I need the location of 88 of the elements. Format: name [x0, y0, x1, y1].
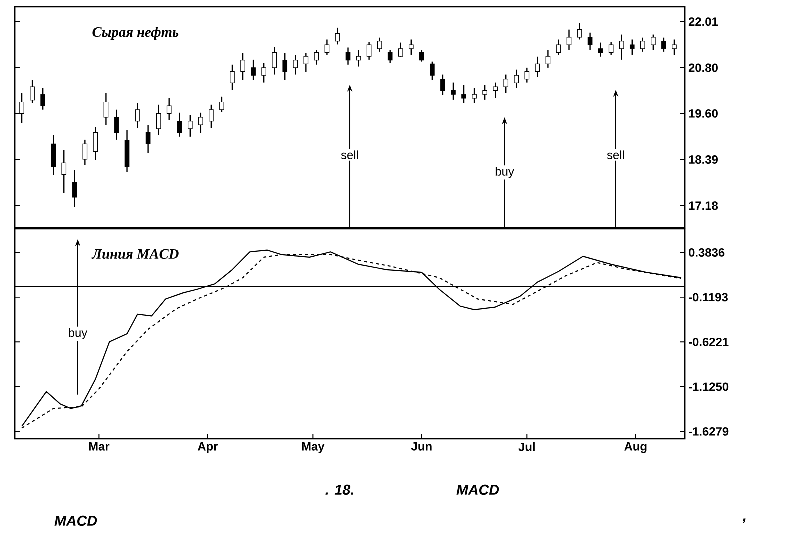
candlestick [156, 104, 162, 136]
candlestick [430, 61, 435, 81]
x-tick-label: Aug [624, 442, 647, 454]
candlestick [451, 82, 456, 101]
text: Сырая нефть [92, 27, 179, 40]
annotation: sell [341, 150, 358, 160]
x-tick-label: Apr [198, 442, 218, 454]
candlestick [104, 92, 109, 126]
candlestick [51, 134, 56, 176]
candlestick [388, 49, 393, 64]
y-tick-label: 0.3836 [688, 248, 725, 257]
candlestick [114, 109, 120, 141]
candlestick [93, 126, 98, 161]
y-tick-label: -0.6221 [688, 338, 729, 346]
annotation: buy [69, 328, 88, 340]
x-tick-label: Jul [518, 442, 535, 452]
candlestick [366, 41, 372, 61]
text: . 18. [326, 484, 354, 496]
candlestick [188, 114, 193, 138]
candlestick [566, 29, 572, 51]
candlestick [504, 74, 509, 94]
x-tick-label: Jun [411, 442, 432, 451]
candlestick [598, 42, 604, 58]
candlestick [408, 39, 414, 56]
candlestick [293, 54, 298, 76]
candlestick [324, 39, 330, 56]
candlestick [588, 32, 593, 51]
candlestick [472, 88, 477, 104]
y-tick-label: -1.1250 [688, 382, 729, 392]
candlestick [346, 47, 351, 66]
text: MACD [456, 484, 500, 496]
candlestick [20, 92, 24, 124]
candlestick [535, 56, 540, 78]
candlestick [40, 88, 46, 110]
y-tick-label: 19.60 [689, 109, 718, 118]
y-tick-label: 20.80 [688, 64, 718, 72]
candlestick [377, 37, 382, 53]
candlestick [220, 96, 224, 113]
candlestick [556, 39, 562, 56]
candlestick [356, 49, 362, 68]
text: MACD [54, 516, 98, 526]
candlestick [608, 41, 614, 56]
candlestick [251, 59, 256, 81]
x-tick-label: Mar [89, 442, 110, 451]
candlestick [198, 112, 204, 134]
candlestick [630, 39, 635, 56]
candlestick [262, 62, 266, 84]
y-tick-label: 17.18 [689, 202, 718, 210]
candlestick [82, 139, 88, 166]
candlestick [640, 37, 646, 53]
candlestick [398, 42, 404, 58]
candlestick [651, 34, 656, 51]
candlestick [62, 150, 67, 194]
candlestick [524, 67, 530, 84]
y-tick-label: -0.1193 [688, 293, 728, 302]
candlestick [440, 74, 446, 96]
candlestick [304, 52, 309, 73]
y-tick-label: 22.01 [688, 18, 718, 26]
candlestick [177, 112, 182, 138]
candlestick [546, 49, 551, 69]
candlestick [420, 49, 424, 62]
candlestick [514, 69, 520, 89]
x-tick-label: May [302, 442, 325, 454]
candlestick [314, 49, 320, 66]
text: Линия MACD [92, 249, 179, 260]
candlestick [240, 52, 246, 81]
candlestick [493, 82, 498, 99]
y-tick-label: -1.6279 [688, 427, 729, 436]
candlestick [272, 46, 277, 76]
candlestick [209, 104, 214, 129]
candlestick [230, 64, 235, 91]
candlestick [30, 80, 35, 104]
candlestick [662, 37, 666, 53]
candlestick [577, 22, 582, 40]
candlestick [672, 39, 677, 56]
annotation: buy [496, 167, 514, 178]
candlestick [462, 84, 466, 104]
candlestick [166, 97, 172, 121]
candlestick [72, 169, 78, 208]
text: , [742, 518, 746, 524]
y-tick-label: 18.39 [689, 156, 718, 164]
candlestick [619, 34, 624, 61]
candlestick [282, 52, 288, 81]
candlestick [482, 84, 488, 101]
annotation: sell [607, 150, 624, 160]
candlestick [135, 102, 140, 129]
candlestick [335, 27, 340, 46]
candlestick [146, 124, 151, 154]
